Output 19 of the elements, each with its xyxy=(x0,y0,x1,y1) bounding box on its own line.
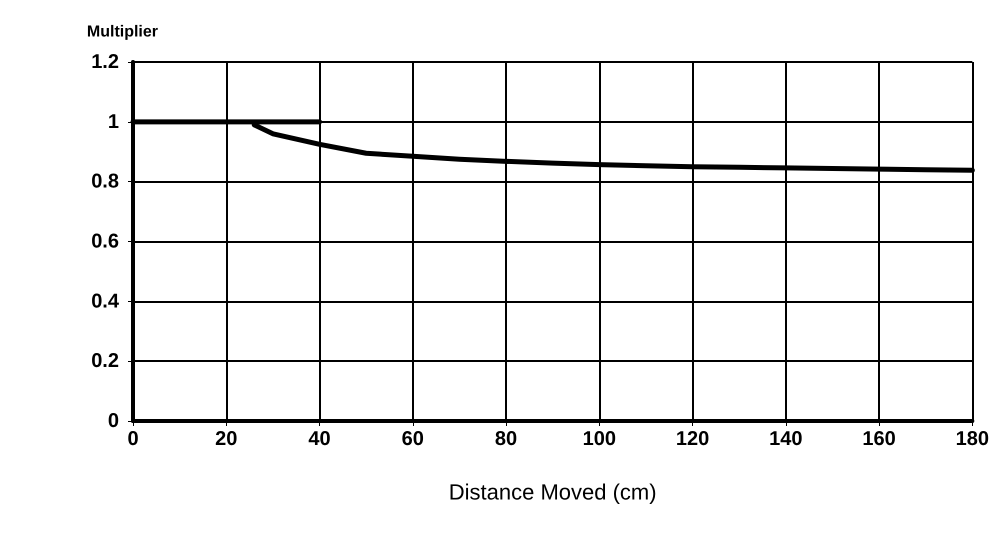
x-tick-label: 100 xyxy=(582,428,616,450)
x-tick-label: 80 xyxy=(494,428,518,450)
x-tick-label: 20 xyxy=(215,428,238,450)
y-tick-label: 1 xyxy=(108,110,119,133)
x-tick-label: 40 xyxy=(308,428,331,450)
x-axis-title: Distance Moved (cm) xyxy=(448,480,657,504)
x-tick-label: 180 xyxy=(956,428,990,450)
y-tick-label: 1.2 xyxy=(91,51,119,73)
y-tick-label: 0 xyxy=(108,410,119,432)
x-tick-label: 140 xyxy=(769,428,802,450)
y-tick-label: 0.6 xyxy=(91,230,119,252)
x-tick-label: 60 xyxy=(402,428,424,450)
y-tick-label: 0.2 xyxy=(91,350,119,372)
y-tick-label: 0.4 xyxy=(91,290,120,312)
x-tick-label: 0 xyxy=(127,428,139,450)
y-tick-label: 0.8 xyxy=(91,170,119,193)
y-axis-title: Multiplier xyxy=(86,24,158,40)
x-tick-label: 160 xyxy=(862,428,896,450)
x-tick-label: 120 xyxy=(676,428,710,450)
